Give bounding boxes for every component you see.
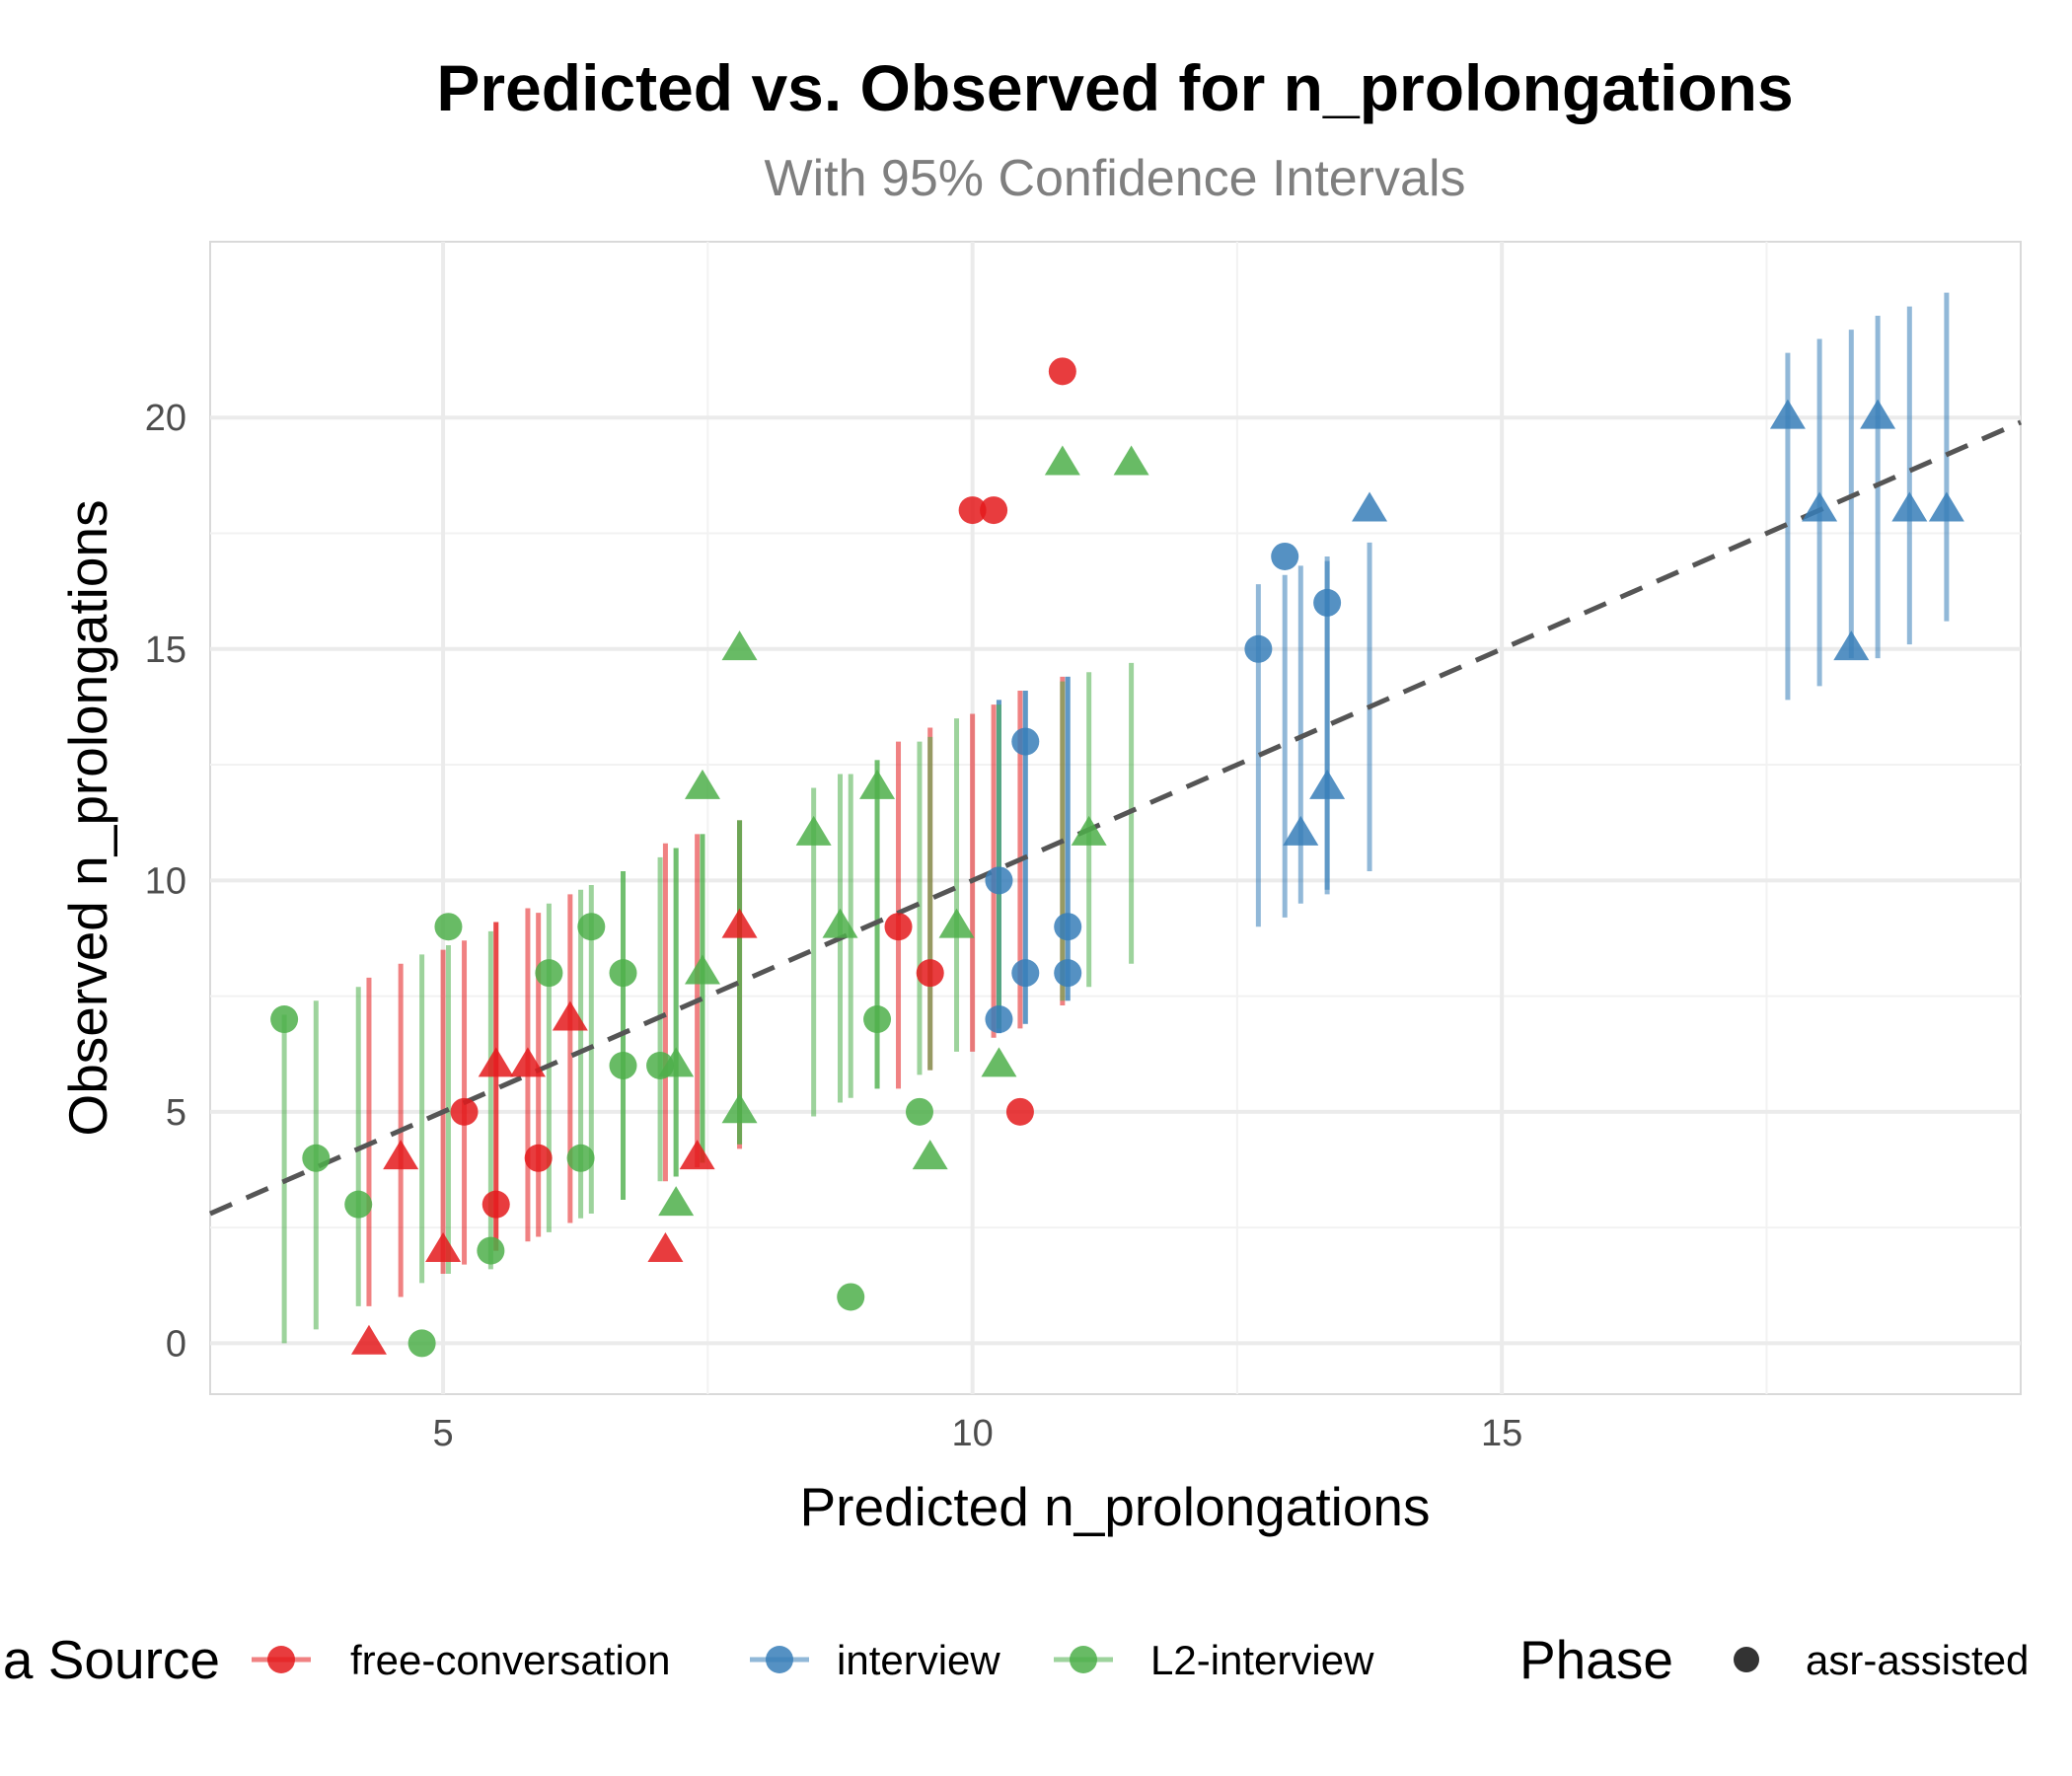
circle-point-interview: [985, 866, 1013, 895]
legend-label-free-conversation: free-conversation: [350, 1637, 671, 1683]
legend-label-interview: interview: [837, 1637, 1000, 1683]
circle-point-free-conversation: [958, 496, 987, 525]
triangle-point-free-conversation: [509, 1047, 546, 1077]
legend-key-asr-assisted: [1734, 1647, 1759, 1672]
triangle-point-free-conversation: [721, 908, 758, 938]
triangle-point-l2-interview: [822, 908, 858, 938]
y-tick-label: 15: [145, 629, 186, 671]
triangle-point-l2-interview: [795, 815, 832, 846]
legend-color-title: a Source: [3, 1629, 220, 1690]
triangle-point-interview: [1309, 769, 1346, 799]
circle-point-free-conversation: [450, 1097, 479, 1126]
circle-point-free-conversation: [481, 1190, 510, 1219]
legend-phase-title: Phase: [1519, 1629, 1673, 1690]
triangle-point-l2-interview: [1044, 445, 1080, 476]
triangle-point-free-conversation: [383, 1140, 419, 1170]
circle-point-interview: [1054, 959, 1082, 988]
legend-label-l2-interview: L2-interview: [1150, 1637, 1374, 1683]
legend-key-free-conversation: [252, 1646, 311, 1673]
legend-key-interview: [750, 1646, 809, 1673]
circle-point-interview: [1054, 913, 1082, 941]
circle-point-free-conversation: [1005, 1097, 1034, 1126]
circle-point-free-conversation: [1048, 357, 1076, 386]
triangle-point-l2-interview: [981, 1047, 1017, 1077]
identity-reference-line: [208, 419, 2023, 1217]
x-tick-label: 10: [951, 1413, 993, 1454]
circle-point-l2-interview: [609, 1051, 637, 1079]
data-points: [270, 357, 1964, 1358]
tick-labels: 5 10 15 0 5 10 15 20: [145, 398, 1523, 1454]
triangle-point-interview: [1283, 815, 1319, 846]
y-tick-label: 20: [145, 398, 186, 439]
circle-point-l2-interview: [863, 1005, 892, 1034]
triangle-point-interview: [1352, 491, 1388, 522]
triangle-point-l2-interview: [859, 769, 896, 799]
circle-point-interview: [1011, 727, 1040, 756]
triangle-point-interview: [1769, 399, 1806, 429]
triangle-point-l2-interview: [938, 908, 975, 938]
triangle-point-interview: [1833, 630, 1870, 661]
circle-point-l2-interview: [434, 913, 463, 941]
triangle-point-l2-interview: [912, 1140, 948, 1170]
triangle-point-l2-interview: [721, 1093, 758, 1124]
triangle-point-free-conversation: [552, 1000, 588, 1031]
y-tick-label: 5: [166, 1092, 186, 1134]
circle-point-interview: [1011, 959, 1040, 988]
triangle-point-free-conversation: [478, 1047, 514, 1077]
triangle-point-interview: [1928, 491, 1964, 522]
triangle-point-l2-interview: [658, 1047, 695, 1077]
circle-point-interview: [1244, 634, 1273, 663]
triangle-point-free-conversation: [350, 1324, 387, 1355]
triangle-point-l2-interview: [1113, 445, 1149, 476]
y-tick-label: 0: [166, 1323, 186, 1365]
legend-key-l2-interview: [1054, 1646, 1113, 1673]
triangle-point-interview: [1860, 399, 1896, 429]
triangle-point-l2-interview: [721, 630, 758, 661]
circle-point-interview: [1271, 542, 1299, 570]
triangle-point-interview: [1891, 491, 1928, 522]
chart-title: Predicted vs. Observed for n_prolongatio…: [436, 51, 1793, 124]
circle-point-l2-interview: [344, 1190, 373, 1219]
triangle-point-free-conversation: [647, 1231, 684, 1262]
circle-point-l2-interview: [566, 1144, 595, 1172]
chart-subtitle: With 95% Confidence Intervals: [764, 150, 1465, 207]
circle-point-interview: [1313, 588, 1342, 617]
plot-panel: [209, 241, 2022, 1395]
triangle-point-free-conversation: [425, 1231, 462, 1262]
circle-point-l2-interview: [577, 913, 606, 941]
circle-point-free-conversation: [980, 496, 1008, 525]
triangle-point-l2-interview: [684, 769, 720, 799]
triangle-point-l2-interview: [684, 954, 720, 985]
circle-point-l2-interview: [837, 1283, 865, 1311]
x-axis-title: Predicted n_prolongations: [799, 1476, 1430, 1537]
x-tick-label: 5: [433, 1413, 454, 1454]
circle-point-l2-interview: [302, 1144, 331, 1172]
circle-point-free-conversation: [884, 913, 913, 941]
y-axis-title: Observed n_prolongations: [57, 499, 118, 1136]
x-tick-label: 15: [1481, 1413, 1522, 1454]
circle-point-l2-interview: [407, 1329, 436, 1358]
triangle-point-l2-interview: [658, 1186, 695, 1217]
circle-point-interview: [985, 1005, 1013, 1034]
circle-point-l2-interview: [477, 1236, 505, 1265]
circle-point-l2-interview: [270, 1005, 299, 1034]
legend-label-asr-assisted: asr-assisted: [1806, 1637, 2029, 1683]
grid: [210, 242, 2021, 1394]
circle-point-l2-interview: [905, 1097, 933, 1126]
triangle-point-free-conversation: [679, 1140, 715, 1170]
triangle-point-interview: [1802, 491, 1838, 522]
circle-point-free-conversation: [524, 1144, 553, 1172]
legend: a Source free-conversation interview L2-…: [3, 1629, 2030, 1690]
triangle-point-l2-interview: [1071, 815, 1107, 846]
circle-point-free-conversation: [916, 959, 944, 988]
circle-point-l2-interview: [609, 959, 637, 988]
y-tick-label: 10: [145, 860, 186, 902]
circle-point-l2-interview: [535, 959, 563, 988]
